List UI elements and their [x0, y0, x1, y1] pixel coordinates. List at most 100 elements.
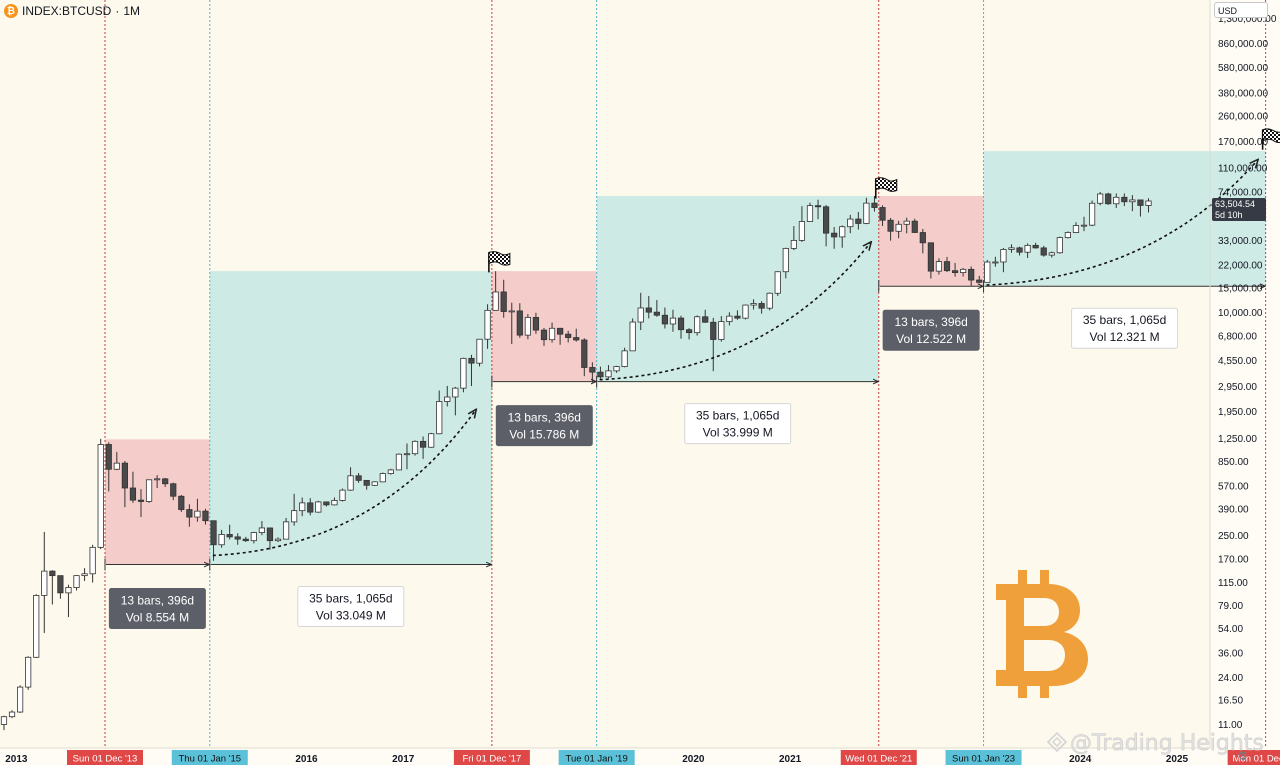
candle[interactable]	[1064, 231, 1072, 239]
candle[interactable]	[597, 366, 604, 379]
candle[interactable]	[726, 312, 733, 326]
candle[interactable]	[250, 531, 257, 544]
candle[interactable]	[0, 715, 8, 731]
candle[interactable]	[468, 354, 475, 387]
settings-gear-icon[interactable]: ⚙	[1237, 749, 1248, 763]
chart-header[interactable]: ₿ INDEX:BTCUSD · 1M	[4, 2, 140, 20]
candle[interactable]	[218, 529, 225, 548]
candle[interactable]	[452, 386, 459, 416]
candle[interactable]	[532, 312, 540, 334]
candle[interactable]	[1145, 198, 1152, 213]
candle[interactable]	[331, 497, 338, 506]
date-tag-top[interactable]: Mon 01 Dec '25	[1227, 750, 1280, 765]
candle[interactable]	[935, 258, 943, 275]
candle[interactable]	[1097, 191, 1104, 206]
candle[interactable]	[823, 204, 830, 247]
time-scale[interactable]: 2013 2016 2017 2020 2021 2024 2025 Sun 01 Dec '…	[0, 747, 1280, 765]
candle[interactable]	[81, 568, 88, 582]
candle[interactable]	[702, 309, 709, 323]
candle[interactable]	[710, 317, 717, 372]
candle[interactable]	[774, 271, 781, 296]
candle[interactable]	[734, 310, 741, 320]
candle[interactable]	[1000, 247, 1007, 273]
candle[interactable]	[436, 390, 443, 435]
candle[interactable]	[65, 584, 72, 618]
candle[interactable]	[750, 299, 757, 310]
date-tag-top[interactable]: Fri 01 Dec '17	[453, 750, 530, 765]
candle[interactable]	[258, 521, 266, 536]
candle[interactable]	[919, 228, 926, 254]
candle[interactable]	[1048, 251, 1055, 258]
candle[interactable]	[548, 322, 556, 343]
candle[interactable]	[839, 225, 846, 248]
candle[interactable]	[814, 199, 822, 220]
candle[interactable]	[742, 304, 749, 320]
candle[interactable]	[565, 330, 572, 343]
candle[interactable]	[266, 527, 274, 550]
candle[interactable]	[790, 226, 797, 251]
candle[interactable]	[41, 531, 48, 633]
candle[interactable]	[871, 195, 878, 212]
candle[interactable]	[927, 242, 934, 279]
candle[interactable]	[943, 256, 951, 273]
candle[interactable]	[395, 453, 403, 471]
candle[interactable]	[540, 327, 548, 346]
candle[interactable]	[1072, 222, 1080, 233]
candle[interactable]	[113, 451, 120, 471]
date-tag-bottom[interactable]: Thu 01 Jan '15	[171, 750, 248, 765]
candle[interactable]	[137, 489, 145, 518]
candle[interactable]	[33, 594, 40, 659]
candle[interactable]	[428, 432, 435, 448]
candle[interactable]	[1088, 200, 1096, 227]
currency-button[interactable]: USD	[1214, 2, 1268, 18]
candle[interactable]	[653, 300, 660, 317]
candle[interactable]	[129, 471, 137, 503]
candle[interactable]	[347, 467, 354, 491]
candle[interactable]	[984, 259, 991, 283]
candle[interactable]	[508, 302, 515, 345]
candle[interactable]	[178, 494, 185, 512]
date-tag-top[interactable]: Sun 01 Dec '13	[67, 750, 143, 765]
candle[interactable]	[1105, 192, 1112, 205]
candle[interactable]	[573, 328, 580, 342]
candle[interactable]	[1040, 245, 1047, 257]
candle[interactable]	[855, 212, 862, 230]
candle[interactable]	[49, 570, 56, 605]
candle[interactable]	[202, 508, 209, 525]
candle[interactable]	[1137, 199, 1144, 217]
candle[interactable]	[887, 218, 894, 241]
symbol-label[interactable]: INDEX:BTCUSD	[22, 4, 112, 18]
candle[interactable]	[895, 220, 902, 239]
candle[interactable]	[968, 266, 975, 287]
candle[interactable]	[863, 197, 870, 225]
candle[interactable]	[355, 472, 362, 483]
candle[interactable]	[460, 357, 467, 393]
candle[interactable]	[186, 504, 193, 527]
candle[interactable]	[57, 575, 64, 599]
candle[interactable]	[613, 365, 620, 373]
candle[interactable]	[798, 206, 806, 242]
candle[interactable]	[379, 472, 386, 483]
candle[interactable]	[782, 247, 789, 279]
candle[interactable]	[951, 262, 959, 277]
candle[interactable]	[806, 202, 814, 222]
candle[interactable]	[323, 501, 330, 507]
candle[interactable]	[677, 315, 685, 339]
candle[interactable]	[444, 385, 451, 407]
candle[interactable]	[516, 303, 523, 338]
candle[interactable]	[718, 316, 725, 342]
candle[interactable]	[97, 438, 104, 550]
candle[interactable]	[315, 500, 322, 513]
candle[interactable]	[17, 685, 24, 713]
candle[interactable]	[476, 338, 483, 367]
date-tag-top[interactable]: Wed 01 Dec '21	[840, 750, 917, 765]
candle[interactable]	[685, 328, 693, 340]
candle[interactable]	[371, 481, 378, 486]
date-tag-bottom[interactable]: Sun 01 Jan '23	[945, 750, 1022, 765]
candle[interactable]	[1080, 216, 1088, 232]
candle[interactable]	[1008, 244, 1015, 253]
candle[interactable]	[831, 227, 838, 249]
candle[interactable]	[403, 443, 411, 470]
candle[interactable]	[524, 314, 531, 340]
